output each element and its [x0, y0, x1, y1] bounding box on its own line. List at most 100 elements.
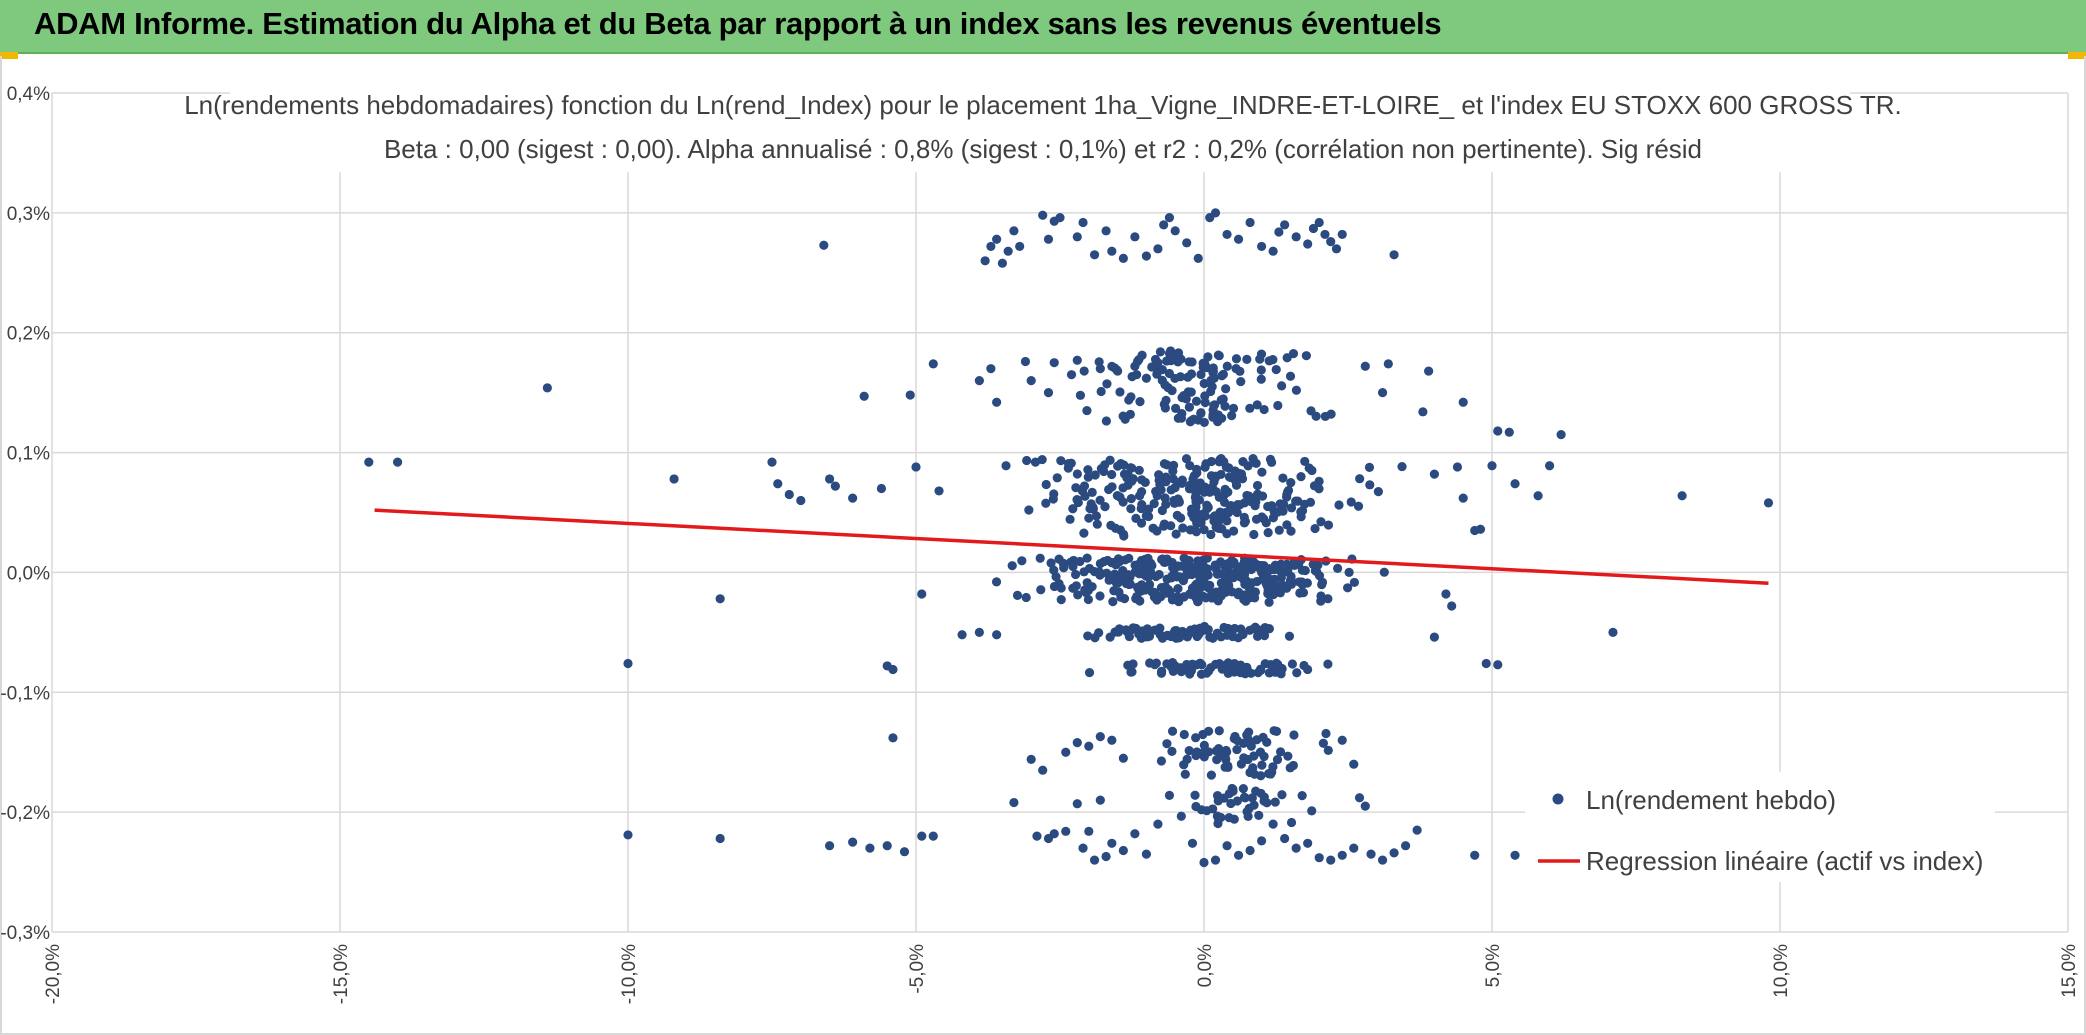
data-point	[1099, 466, 1109, 477]
data-point	[876, 483, 887, 494]
data-point	[1272, 754, 1283, 765]
data-point	[1510, 850, 1520, 860]
data-point	[1131, 623, 1141, 633]
data-point	[1066, 370, 1077, 380]
data-point	[1084, 513, 1094, 523]
data-point	[1130, 232, 1140, 242]
data-point	[1199, 752, 1209, 762]
data-point	[882, 841, 892, 851]
data-point	[1154, 470, 1164, 480]
data-point	[1185, 460, 1195, 471]
data-point	[1090, 633, 1100, 643]
data-point	[1206, 456, 1217, 467]
data-point	[1072, 738, 1082, 748]
data-point	[1183, 387, 1193, 397]
title-backdrop	[230, 84, 1850, 172]
data-point	[1307, 806, 1317, 816]
data-point	[1277, 790, 1287, 800]
data-point	[1243, 561, 1253, 572]
data-point	[1084, 563, 1095, 574]
data-point	[1036, 585, 1046, 595]
data-point	[1147, 362, 1157, 372]
data-point	[1055, 213, 1065, 223]
data-point	[1137, 475, 1147, 485]
data-point	[1102, 379, 1112, 389]
data-point	[1215, 557, 1226, 567]
data-point	[928, 359, 938, 369]
data-point	[1184, 402, 1194, 412]
data-point	[1224, 813, 1234, 823]
data-point	[1270, 797, 1280, 807]
data-point	[1245, 217, 1255, 228]
data-point	[1441, 589, 1451, 599]
data-point	[1127, 371, 1137, 382]
data-point	[1225, 557, 1235, 568]
data-point	[1383, 359, 1393, 369]
data-point	[1364, 462, 1375, 472]
data-point	[1270, 508, 1280, 518]
data-point	[1214, 744, 1224, 754]
data-point	[1274, 525, 1284, 535]
data-point	[1323, 594, 1333, 604]
data-point	[1203, 352, 1213, 362]
y-tick-label: -0,2%	[0, 803, 50, 824]
data-point	[1323, 520, 1334, 530]
data-point	[1268, 762, 1278, 772]
data-point	[1122, 471, 1132, 482]
data-point	[1283, 751, 1293, 761]
data-point	[1250, 587, 1260, 597]
data-point	[1125, 409, 1135, 419]
data-point	[1249, 529, 1259, 540]
data-point	[1084, 741, 1094, 751]
data-point	[1199, 592, 1209, 602]
data-point	[1285, 763, 1295, 773]
data-point	[1157, 666, 1167, 676]
data-point	[1203, 570, 1213, 580]
data-point	[1167, 385, 1177, 396]
data-point	[1251, 786, 1261, 796]
data-point	[1270, 584, 1280, 594]
data-point	[1268, 819, 1278, 829]
data-point	[1257, 467, 1267, 477]
y-tick-label: -0,3%	[0, 923, 50, 944]
data-point	[1139, 569, 1149, 580]
data-point	[1608, 627, 1618, 637]
data-point	[1149, 592, 1160, 602]
data-point	[1073, 590, 1083, 600]
data-point	[1151, 571, 1161, 582]
data-point	[1275, 747, 1286, 757]
data-point	[1095, 732, 1105, 742]
report-header: ADAM Informe. Estimation du Alpha et du …	[0, 0, 2086, 54]
data-point	[623, 830, 633, 840]
data-point	[1071, 581, 1081, 591]
data-point	[1355, 474, 1365, 484]
data-point	[1377, 388, 1388, 398]
data-point	[1366, 849, 1376, 859]
data-point	[1213, 796, 1223, 806]
data-point	[1170, 226, 1180, 236]
data-point	[1082, 405, 1092, 416]
data-point	[1007, 561, 1017, 571]
data-point	[1173, 561, 1183, 571]
data-point	[1150, 625, 1160, 635]
data-point	[1244, 737, 1254, 748]
data-point	[1763, 498, 1774, 508]
data-point	[1222, 516, 1232, 526]
data-point	[1214, 814, 1224, 824]
data-point	[1134, 465, 1144, 475]
data-point	[1056, 583, 1066, 593]
data-point	[1291, 843, 1301, 853]
data-point	[1068, 504, 1078, 514]
data-point	[1360, 361, 1370, 371]
data-point	[1113, 627, 1124, 637]
data-point	[1264, 597, 1274, 607]
data-point	[1021, 592, 1031, 603]
y-tick-label: 0,4%	[7, 84, 50, 105]
data-point	[1147, 560, 1157, 571]
data-point	[1213, 596, 1223, 606]
data-point	[1249, 800, 1259, 810]
data-point	[899, 847, 910, 857]
data-point	[825, 841, 835, 851]
data-point	[1038, 210, 1048, 220]
data-point	[917, 831, 927, 841]
